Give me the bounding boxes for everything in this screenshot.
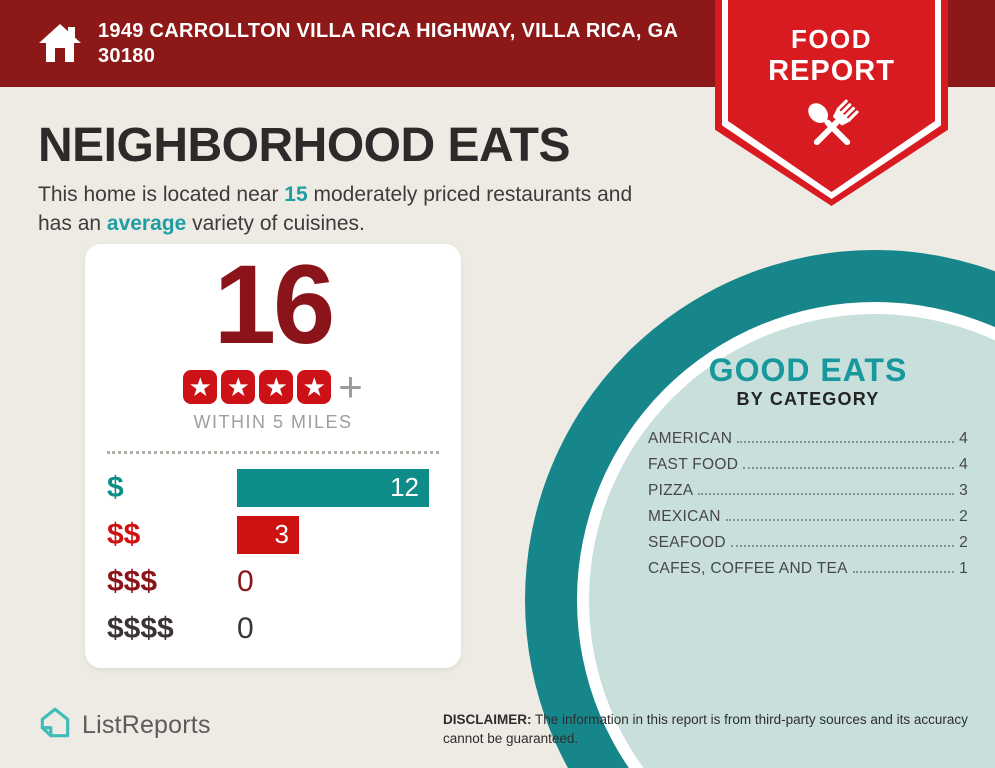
stats-card: 16 ★ ★ ★ ★ + WITHIN 5 MILES $ 12 $$ 3 $$$ 0… — [85, 244, 461, 668]
good-eats-subtitle: BY CATEGORY — [736, 389, 880, 409]
listreports-brand: ListReports — [36, 704, 211, 747]
dotted-leader — [743, 467, 955, 469]
bar: 0 — [237, 610, 254, 648]
good-eats-title: GOOD EATS — [708, 352, 908, 388]
brand-name: ListReports — [82, 711, 211, 739]
intro-text-1: This home is located near — [38, 183, 285, 206]
price-tier-label: $$ — [107, 517, 141, 551]
category-count: 4 — [959, 430, 968, 447]
category-row: SEAFOOD 2 — [648, 534, 968, 552]
page-title: NEIGHBORHOOD EATS — [38, 119, 570, 172]
dotted-leader — [698, 493, 955, 495]
price-row-4: $$$$ 0 — [107, 605, 461, 652]
good-eats-panel: GOOD EATS BY CATEGORY AMERICAN 4 FAST FO… — [648, 352, 968, 586]
category-row: AMERICAN 4 — [648, 430, 968, 448]
intro-text-2: moderately priced restaurants and — [307, 183, 633, 206]
price-row-1: $ 12 — [107, 464, 461, 511]
star-icon: ★ — [221, 370, 256, 405]
bar-value: 0 — [237, 564, 254, 598]
category-count: 3 — [959, 482, 968, 499]
category-row: CAFES, COFFEE AND TEA 1 — [648, 560, 968, 578]
category-count: 1 — [959, 560, 968, 577]
disclaimer: DISCLAIMER: The information in this repo… — [443, 711, 975, 749]
bar-value: 3 — [274, 519, 289, 550]
dotted-leader — [730, 545, 955, 547]
star-icon: ★ — [259, 370, 294, 405]
star-rating: ★ ★ ★ ★ — [183, 370, 332, 405]
price-tier-label: $$$ — [107, 564, 158, 598]
disclaimer-label: DISCLAIMER: — [443, 712, 532, 727]
price-tier-label: $$$$ — [107, 611, 174, 645]
listreports-logo-icon — [36, 704, 74, 747]
price-bar-chart: $ 12 $$ 3 $$$ 0 $$$$ 0 — [85, 464, 461, 652]
category-label: SEAFOOD — [648, 534, 726, 551]
bar-value: 12 — [390, 472, 419, 503]
bar: 12 — [237, 468, 429, 507]
restaurant-count-inline: 15 — [284, 183, 308, 206]
category-count: 4 — [959, 456, 968, 473]
intro-text-4: variety of cuisines. — [186, 212, 365, 235]
plus-icon: + — [338, 363, 363, 411]
bar-value: 0 — [237, 611, 254, 645]
price-row-2: $$ 3 — [107, 511, 461, 558]
dotted-leader — [852, 571, 955, 573]
property-address: 1949 CARROLLTON VILLA RICA HIGHWAY, VILL… — [98, 20, 679, 67]
radius-label: WITHIN 5 MILES — [193, 412, 353, 433]
price-row-3: $$$ 0 — [107, 558, 461, 605]
disclaimer-text: The information in this report is from t… — [443, 712, 968, 746]
category-label: PIZZA — [648, 482, 694, 499]
home-icon — [36, 19, 84, 72]
category-row: FAST FOOD 4 — [648, 456, 968, 474]
category-count: 2 — [959, 508, 968, 525]
bar: 3 — [237, 515, 299, 554]
variety-word: average — [106, 212, 187, 235]
category-label: AMERICAN — [648, 430, 733, 447]
ribbon-title-line2: REPORT — [768, 55, 895, 87]
category-label: MEXICAN — [648, 508, 721, 525]
dotted-leader — [725, 519, 955, 521]
category-label: FAST FOOD — [648, 456, 739, 473]
intro-text-3: has an — [38, 212, 107, 235]
restaurant-count: 16 — [213, 242, 336, 367]
food-report-ribbon: FOOD REPORT — [715, 0, 948, 206]
category-row: PIZZA 3 — [648, 482, 968, 500]
price-tier-label: $ — [107, 470, 124, 504]
category-count: 2 — [959, 534, 968, 551]
category-list: AMERICAN 4 FAST FOOD 4 PIZZA 3 MEXICAN 2… — [648, 430, 968, 578]
category-label: CAFES, COFFEE AND TEA — [648, 560, 848, 577]
bar: 0 — [237, 563, 254, 601]
stars-row: ★ ★ ★ ★ + — [85, 363, 461, 411]
star-icon: ★ — [297, 370, 332, 405]
crossed-utensils-icon — [715, 94, 948, 165]
category-row: MEXICAN 2 — [648, 508, 968, 526]
dotted-leader — [737, 441, 955, 443]
intro-sentence: This home is located near 15 moderately … — [38, 180, 718, 238]
dotted-divider — [107, 451, 439, 455]
star-icon: ★ — [183, 370, 218, 405]
ribbon-title-line1: FOOD — [790, 24, 873, 54]
